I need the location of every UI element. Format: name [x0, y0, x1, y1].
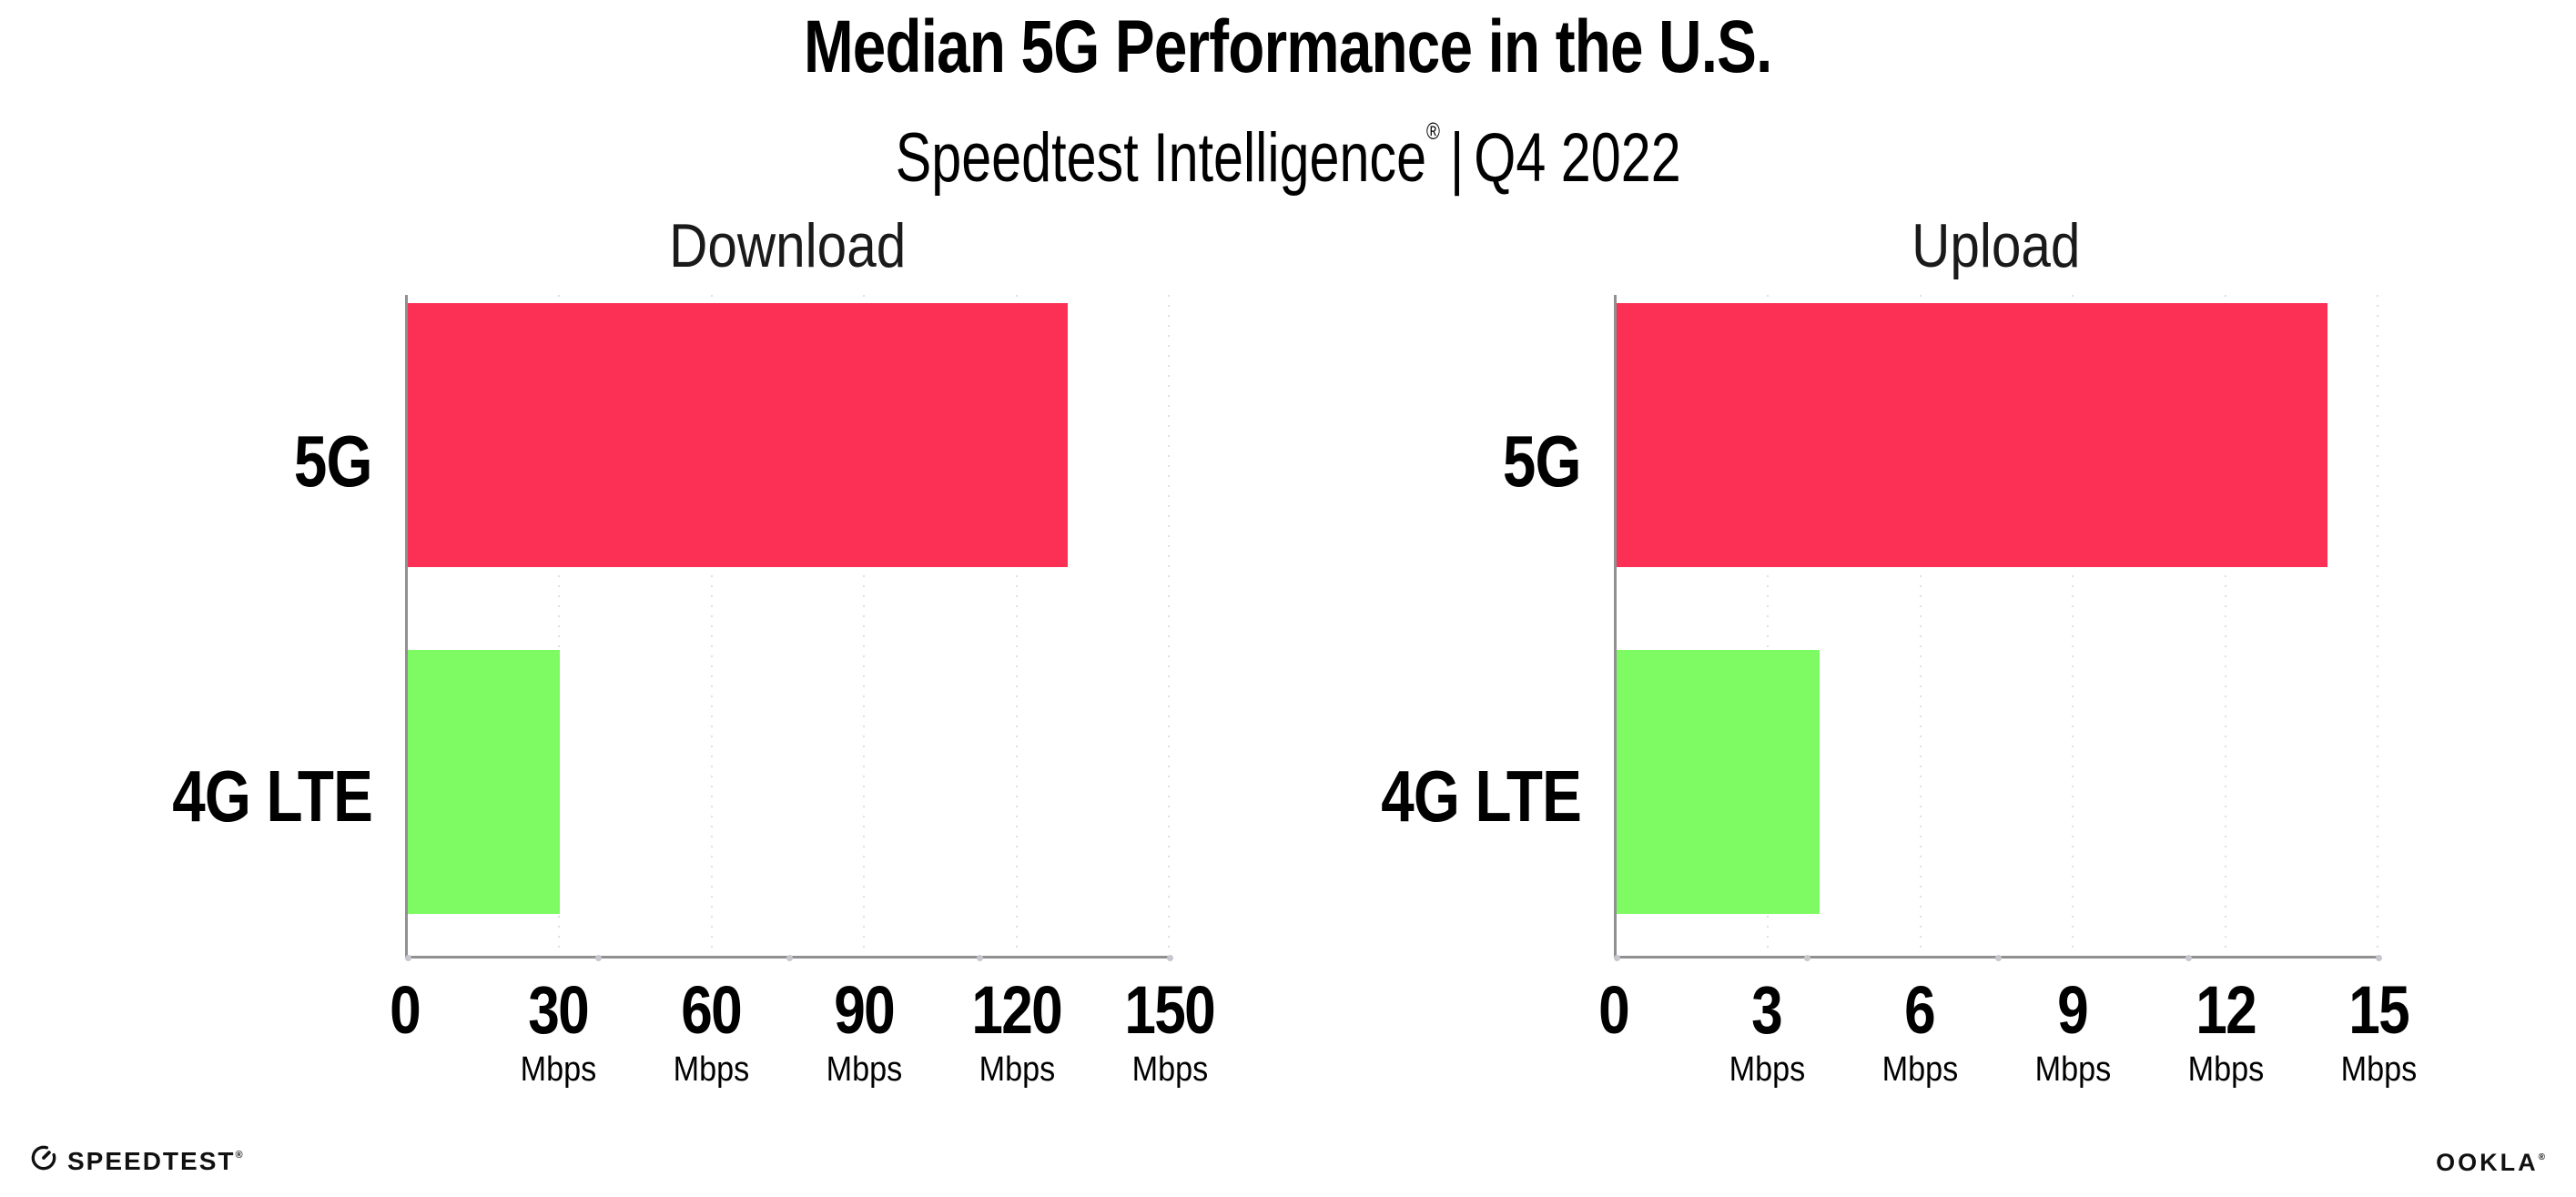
x-tick-number: 6 [1904, 972, 1937, 1048]
chart-title-download: Download [668, 211, 907, 280]
x-tick-number: 0 [1598, 972, 1631, 1048]
registered-trademark-mark: ® [1425, 117, 1440, 145]
x-tick-unit: Mbps [673, 1050, 749, 1089]
x-tick-number: 3 [1751, 972, 1784, 1048]
x-tick-unit: Mbps [520, 1050, 596, 1089]
category-label-5g: 5G [1503, 421, 1582, 502]
speedtest-logo: SPEEDTEST® [30, 1141, 243, 1175]
x-tick-unit: Mbps [979, 1050, 1055, 1089]
x-tick-label-120: 120 Mbps [889, 977, 1144, 1090]
x-tick-label-3: 3 Mbps [1639, 977, 1894, 1090]
page-title: Median 5G Performance in the U.S. [0, 4, 2576, 91]
plot-area-upload [1614, 295, 2382, 961]
axis-tick-dot [595, 955, 603, 961]
x-tick-number: 60 [681, 972, 742, 1048]
bar-4g-lte [1617, 650, 1820, 914]
speedtest-wordmark-text: SPEEDTEST [67, 1146, 236, 1175]
x-tick-number: 90 [834, 972, 895, 1048]
x-tick-number: 0 [390, 972, 422, 1048]
axis-tick-dot [2376, 955, 2382, 961]
x-tick-unit: Mbps [1881, 1050, 1958, 1089]
gridline-120 [1015, 295, 1018, 956]
subtitle: Speedtest Intelligence® | Q4 2022 [0, 89, 2576, 200]
x-tick-number: 150 [1124, 972, 1216, 1048]
speedtest-trademark-mark: ® [235, 1149, 243, 1161]
axis-tick-dot [976, 955, 983, 961]
x-tick-number: 120 [971, 972, 1063, 1048]
x-tick-label-15: 15 Mbps [2251, 977, 2506, 1090]
x-tick-number: 9 [2057, 972, 2090, 1048]
speedtest-wordmark: SPEEDTEST® [67, 1139, 243, 1178]
gridline-30 [558, 295, 561, 956]
x-tick-unit: Mbps [2187, 1050, 2264, 1089]
bar-4g-lte [408, 650, 561, 914]
ookla-logo: OOKLA® [2436, 1143, 2545, 1177]
download-chart: Download 5G 4G LTE 0 30 Mbps 60 Mbps 90 Mbps 120 M… [172, 213, 1216, 1089]
x-tick-number: 15 [2348, 972, 2409, 1048]
x-tick-label-12: 12 Mbps [2098, 977, 2353, 1090]
x-tick-number: 12 [2196, 972, 2257, 1048]
axis-tick-dot [2185, 955, 2192, 961]
plot-area-download [405, 295, 1173, 961]
x-tick-label-9: 9 Mbps [1945, 977, 2200, 1090]
x-tick-unit: Mbps [2340, 1050, 2417, 1089]
gridline-15 [2377, 295, 2378, 956]
axis-tick-dot [1804, 955, 1811, 961]
axis-tick-dot [1167, 955, 1173, 961]
gridline-150 [1168, 295, 1170, 956]
gridline-6 [1919, 295, 1922, 956]
bar-5g [408, 303, 1069, 567]
ookla-trademark-mark: ® [2538, 1152, 2545, 1162]
bar-5g [1617, 303, 2328, 567]
subtitle-period: Q4 2022 [1474, 119, 1681, 197]
x-tick-unit: Mbps [1131, 1050, 1208, 1089]
x-tick-label-6: 6 Mbps [1792, 977, 2047, 1090]
x-tick-label-30: 30 Mbps [431, 977, 685, 1090]
gridline-60 [710, 295, 713, 956]
axis-tick-dot [786, 955, 793, 961]
x-tick-label-90: 90 Mbps [736, 977, 991, 1090]
x-tick-label-60: 60 Mbps [583, 977, 838, 1090]
x-tick-unit: Mbps [2034, 1050, 2111, 1089]
category-label-5g: 5G [294, 421, 373, 502]
upload-chart: Upload 5G 4G LTE 0 3 Mbps 6 Mbps 9 Mbps 12 Mbps 15 M… [1381, 213, 2417, 1089]
x-tick-label-150: 150 Mbps [1042, 977, 1297, 1090]
ookla-wordmark-text: OOKLA [2436, 1149, 2539, 1176]
chart-title-upload: Upload [1912, 211, 2081, 280]
subtitle-text: Speedtest Intelligence® | Q4 2022 [896, 89, 1681, 200]
gridline-90 [863, 295, 866, 956]
gridline-12 [2224, 295, 2226, 956]
page-title-text: Median 5G Performance in the U.S. [804, 5, 1772, 88]
category-label-4g-lte: 4G LTE [1381, 756, 1582, 837]
subtitle-separator: | [1449, 119, 1465, 197]
axis-tick-dot [1614, 955, 1620, 961]
x-tick-label-0: 0 [278, 977, 532, 1044]
gridline-3 [1767, 295, 1770, 956]
speedtest-gauge-icon [30, 1144, 57, 1172]
axis-tick-dot [405, 955, 411, 961]
axis-tick-dot [1994, 955, 2002, 961]
x-tick-unit: Mbps [826, 1050, 902, 1089]
gridline-9 [2072, 295, 2074, 956]
subtitle-brand: Speedtest Intelligence [895, 119, 1426, 197]
x-tick-label-0: 0 [1486, 977, 1741, 1044]
x-tick-unit: Mbps [1729, 1050, 1805, 1089]
category-label-4g-lte: 4G LTE [172, 756, 373, 837]
x-tick-number: 30 [528, 972, 589, 1048]
